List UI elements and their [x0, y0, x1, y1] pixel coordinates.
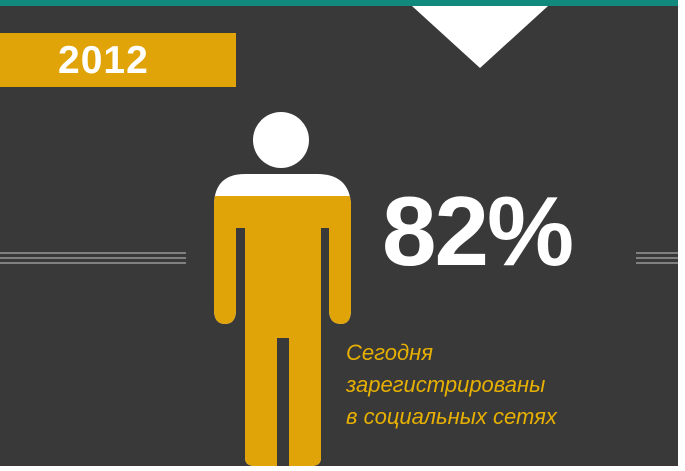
- caption-line-3: в социальных сетях: [346, 404, 557, 429]
- caption-line-2: зарегистрированы: [346, 372, 546, 397]
- caption-line-1: Сегодня: [346, 340, 433, 365]
- top-accent-bar: [0, 0, 678, 6]
- year-label: 2012: [58, 39, 149, 82]
- year-badge: [0, 33, 236, 87]
- person-icon: [214, 112, 351, 466]
- percent-stat: 82%: [382, 176, 574, 286]
- divider-right: [636, 252, 678, 264]
- bottom-border: [0, 466, 685, 471]
- notch-triangle-icon: [412, 6, 548, 68]
- divider-left: [0, 252, 186, 264]
- right-border: [678, 0, 685, 471]
- infographic-panel: 2012 82% Сегодня: [0, 0, 678, 466]
- caption-text: Сегодня зарегистрированы в социальных се…: [346, 337, 646, 433]
- person-fill-82-percent: [214, 196, 351, 466]
